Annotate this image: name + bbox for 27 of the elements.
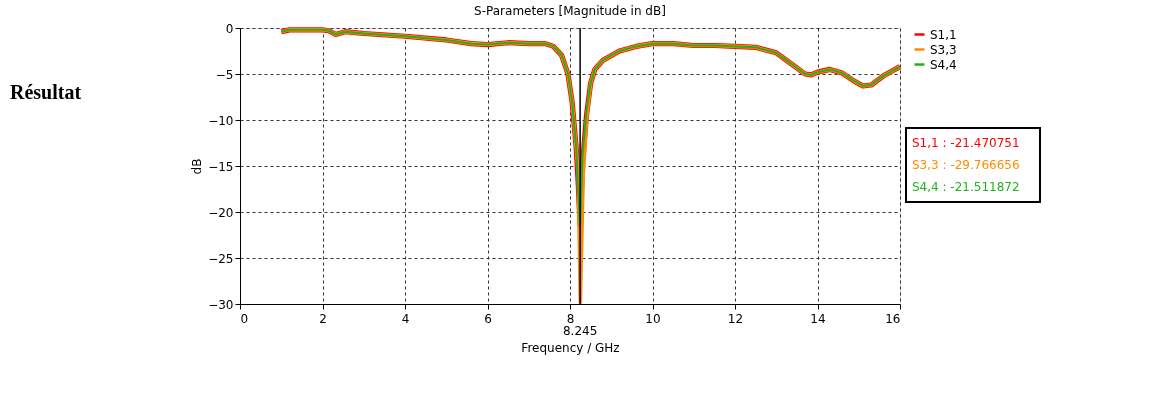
legend-label: S3,3 xyxy=(930,42,957,57)
x-tick-label: 16 xyxy=(885,311,901,326)
text: S4,4 : -21.511872 xyxy=(912,180,1020,194)
y-tick-label: −10 xyxy=(208,113,234,128)
y-axis-title: dB xyxy=(190,158,205,175)
ref-line-label: 8.245 xyxy=(562,324,598,338)
x-tick-label: 4 xyxy=(401,311,410,326)
text: Résultat xyxy=(10,81,82,103)
legend-label: S4,4 xyxy=(930,57,957,72)
y-tick-label: 0 xyxy=(225,21,234,36)
x-tick-label: 10 xyxy=(645,311,661,326)
x-tick-label: 0 xyxy=(240,311,249,326)
x-axis-title: Frequency / GHz xyxy=(521,340,620,355)
y-tick-label: −5 xyxy=(215,67,234,82)
x-tick-label: 8 xyxy=(566,311,575,326)
text: S1,1 : -21.470751 xyxy=(912,136,1020,150)
legend-label: S1,1 xyxy=(930,27,957,42)
y-tick-label: −30 xyxy=(208,297,234,312)
y-tick-label: −25 xyxy=(208,251,234,266)
chart-title: S-Parameters [Magnitude in dB] xyxy=(474,4,666,18)
x-tick-label: 2 xyxy=(319,311,327,326)
x-tick-label: 12 xyxy=(727,311,744,326)
x-tick-label: 6 xyxy=(484,311,492,326)
text: S3,3 : -29.766656 xyxy=(912,158,1020,172)
y-tick-label: −20 xyxy=(208,205,234,220)
y-tick-label: −15 xyxy=(208,159,234,174)
x-tick-label: 14 xyxy=(810,311,826,326)
